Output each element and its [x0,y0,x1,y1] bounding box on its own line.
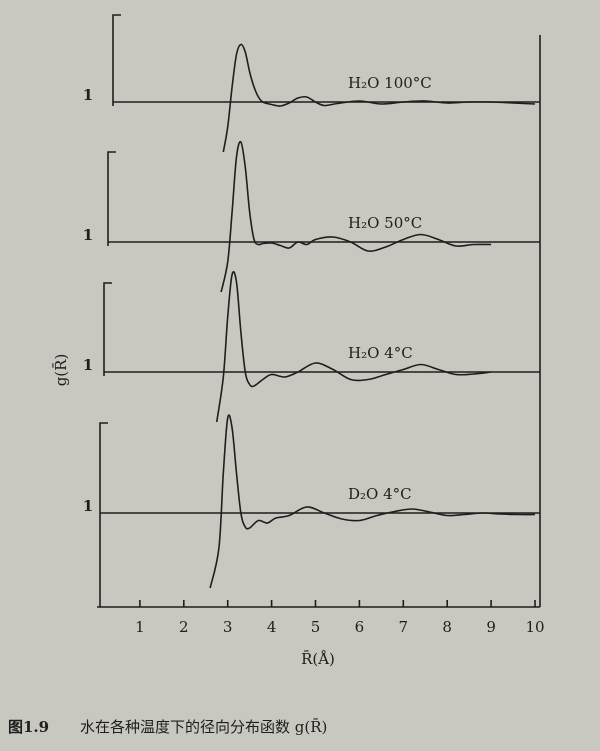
rdf-curve [209,414,536,589]
y-tick-label: 1 [83,226,93,244]
x-tick-label: 10 [525,618,544,636]
x-tick-label: 4 [267,618,277,636]
x-tick-label: 7 [399,618,409,636]
x-tick-label: 3 [223,618,233,636]
annotation: H₂O 4°C [348,344,413,362]
y-axis [103,282,112,376]
caption-label: 图1.9 [8,718,49,736]
y-tick-label: 1 [83,86,93,104]
annotation: D₂O 4°C [348,485,412,503]
rdf-curve [222,43,536,153]
x-tick-label: 2 [179,618,189,636]
annotation: H₂O 100°C [348,74,432,92]
annotation: H₂O 50°C [348,214,422,232]
x-axis-label: R̄(Å) [301,650,335,668]
x-tick-label: 1 [135,618,145,636]
x-tick-label: 8 [442,618,452,636]
y-tick-label: 1 [83,356,93,374]
caption-text: 水在各种温度下的径向分布函数 g(R̄) [80,718,327,736]
y-axis [99,422,108,607]
x-tick-label: 5 [311,618,321,636]
rdf-curve [215,270,492,423]
x-tick-label: 9 [486,618,496,636]
x-tick-label: 6 [355,618,365,636]
y-axis [107,151,116,246]
y-axis-label: g(R̄) [52,354,70,387]
rdf-curve [220,140,492,293]
y-axis [112,14,121,106]
y-tick-label: 1 [83,497,93,515]
